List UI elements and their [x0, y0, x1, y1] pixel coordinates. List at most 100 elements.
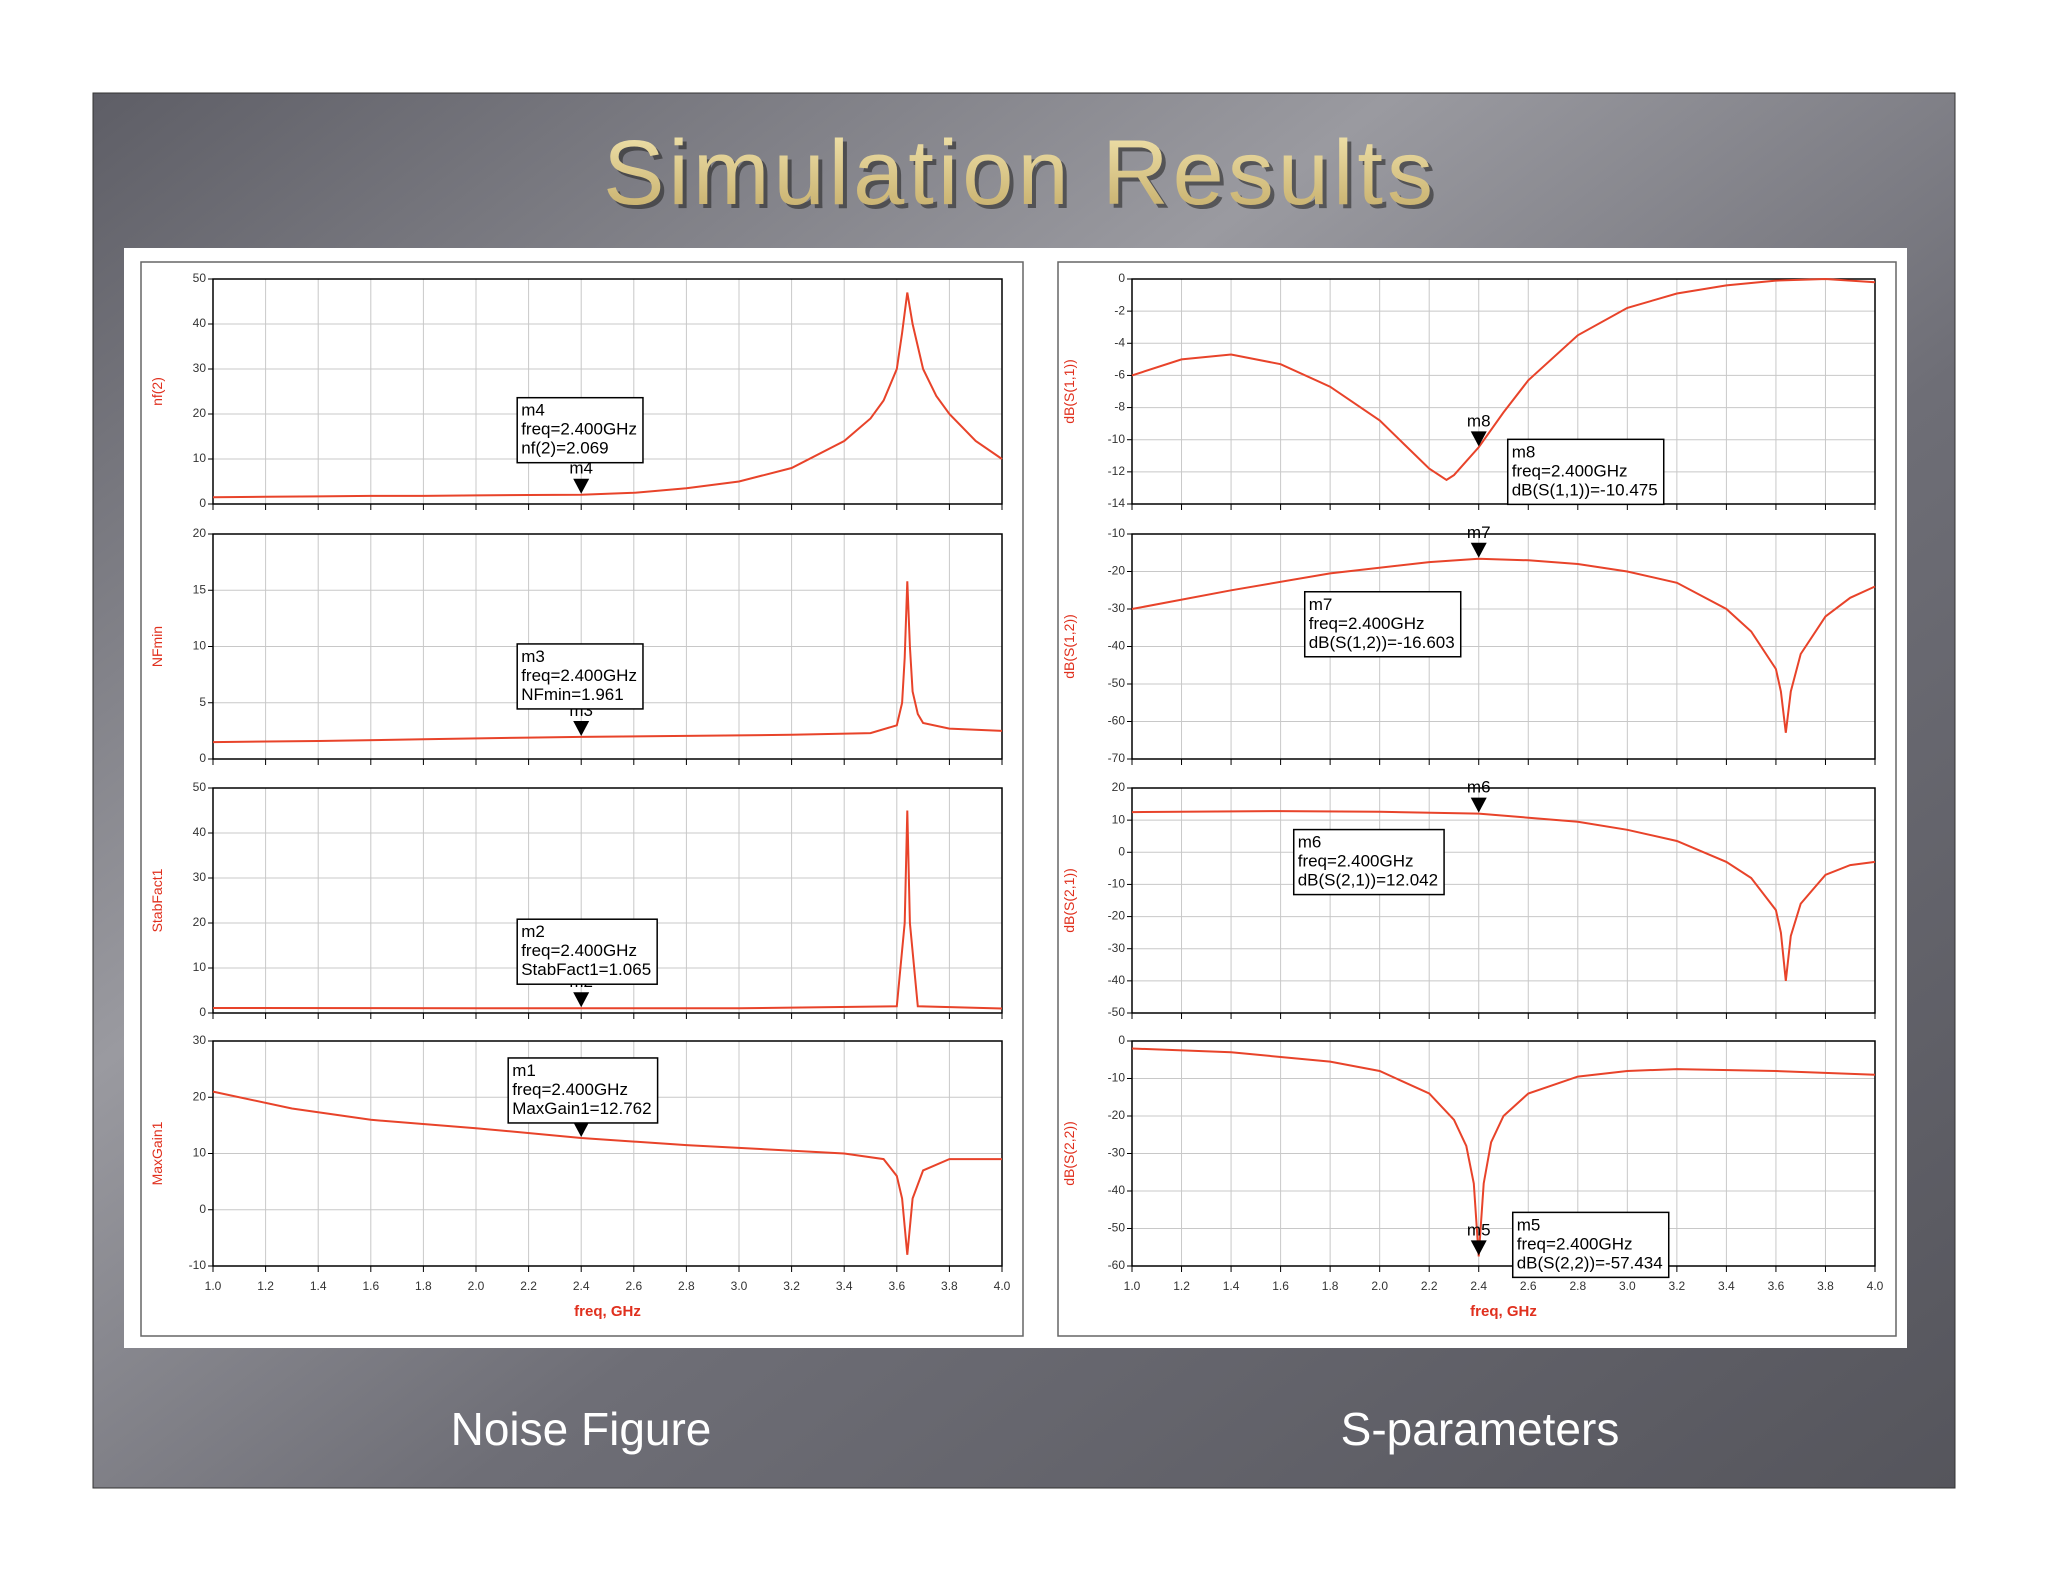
y-tick-label: 0: [199, 496, 206, 510]
x-tick-label: 2.8: [1569, 1279, 1586, 1293]
plot-area: [213, 279, 1002, 504]
y-tick-label: -70: [1108, 751, 1126, 765]
slide-title: Simulation Results: [603, 122, 1437, 224]
x-tick-label: 3.6: [1768, 1279, 1785, 1293]
plot-frame: [1131, 533, 1876, 760]
x-tick-label: 3.4: [1718, 1279, 1735, 1293]
x-tick-label: 1.4: [310, 1279, 327, 1293]
y-tick-label: -50: [1108, 1005, 1126, 1019]
marker-readout: StabFact1=1.065: [521, 960, 651, 979]
x-tick-label: 4.0: [1867, 1279, 1884, 1293]
y-tick-label: 10: [193, 1146, 207, 1160]
line: [1131, 277, 1876, 482]
y-tick-label: 0: [1118, 271, 1125, 285]
line: [212, 810, 1003, 1010]
plot-frame: [212, 533, 1003, 760]
y-tick-label: -20: [1108, 564, 1126, 578]
y-axis-label: dB(S(1,1)): [1061, 359, 1077, 424]
plot-area: [1132, 279, 1875, 504]
y-tick-label: -60: [1108, 1258, 1126, 1272]
x-tick-label: 2.0: [468, 1279, 485, 1293]
y-tick-label: 0: [199, 1202, 206, 1216]
y-tick-label: -40: [1108, 973, 1126, 987]
y-tick-label: -12: [1108, 464, 1126, 478]
x-tick-label: 2.8: [678, 1279, 695, 1293]
marker-readout: m7: [1309, 595, 1333, 614]
marker-readout: NFmin=1.961: [521, 685, 624, 704]
y-axis-label: dB(S(1,2)): [1061, 614, 1077, 679]
y-tick-label: -10: [1108, 432, 1126, 446]
marker: [1470, 797, 1487, 813]
y-tick-label: 40: [193, 825, 207, 839]
marker-box: [507, 1057, 659, 1124]
y-tick-label: 40: [193, 316, 207, 330]
y-tick-label: 10: [193, 451, 207, 465]
y-tick-label: -20: [1108, 1108, 1126, 1122]
x-tick-label: 4.0: [994, 1279, 1011, 1293]
x-tick-label: 2.0: [1371, 1279, 1388, 1293]
x-tick-label: 1.0: [205, 1279, 222, 1293]
marker-readout: m2: [521, 922, 545, 941]
marker-box: [1511, 1211, 1670, 1279]
x-tick-label: 1.8: [1322, 1279, 1339, 1293]
x-tick-label: 2.4: [1470, 1279, 1487, 1293]
y-tick-label: -60: [1108, 714, 1126, 728]
x-tick-label: 3.2: [1669, 1279, 1686, 1293]
marker-name: m6: [1467, 778, 1491, 797]
x-axis-label: freq, GHz: [1470, 1303, 1537, 1320]
marker-readout: m5: [1517, 1215, 1541, 1234]
marker-readout: m1: [512, 1061, 536, 1080]
y-tick-label: -10: [189, 1258, 207, 1272]
x-tick-label: 3.4: [836, 1279, 853, 1293]
marker-box: [516, 918, 658, 985]
y-tick-label: 20: [193, 915, 207, 929]
x-tick-label: 2.2: [520, 1279, 537, 1293]
marker-readout: freq=2.400GHz: [1512, 461, 1628, 480]
y-tick-label: -10: [1108, 526, 1126, 540]
marker-readout: freq=2.400GHz: [512, 1080, 628, 1099]
marker-box: [1292, 828, 1445, 896]
y-tick-label: 20: [193, 526, 207, 540]
plot-frame: [1131, 1040, 1876, 1267]
y-tick-label: -14: [1108, 496, 1126, 510]
x-tick-label: 1.0: [1124, 1279, 1141, 1293]
marker: [1470, 1240, 1487, 1256]
y-tick-label: -30: [1108, 1146, 1126, 1160]
x-tick-label: 3.0: [731, 1279, 748, 1293]
marker-box: [1303, 591, 1462, 658]
caption: S-parameters: [1341, 1403, 1620, 1455]
y-tick-label: -30: [1108, 941, 1126, 955]
y-tick-label: 20: [193, 406, 207, 420]
marker-readout: freq=2.400GHz: [521, 941, 637, 960]
y-axis-label: dB(S(2,1)): [1061, 868, 1077, 933]
y-tick-label: 50: [193, 780, 207, 794]
marker-readout: m4: [521, 401, 545, 420]
panel-frame: [1057, 261, 1897, 1337]
line: [212, 292, 1003, 499]
marker-box: [516, 643, 644, 710]
y-axis-label: MaxGain1: [149, 1121, 165, 1185]
plot-frame: [212, 787, 1003, 1014]
y-tick-label: -40: [1108, 1183, 1126, 1197]
line: [212, 1090, 1002, 1255]
y-tick-label: 20: [193, 1089, 207, 1103]
marker-readout: dB(S(1,1))=-10.475: [1512, 480, 1658, 499]
plot-frame: [1131, 787, 1876, 1014]
y-tick-label: -8: [1114, 400, 1125, 414]
x-tick-label: 3.6: [888, 1279, 905, 1293]
marker: [1470, 431, 1487, 447]
plot-frame: [1131, 278, 1876, 505]
x-tick-label: 3.8: [941, 1279, 958, 1293]
y-axis-label: nf(2): [149, 377, 165, 406]
y-tick-label: 10: [1112, 812, 1126, 826]
y-tick-label: -10: [1108, 1071, 1126, 1085]
y-tick-label: 10: [193, 960, 207, 974]
marker: [573, 992, 590, 1008]
x-tick-label: 1.2: [1173, 1279, 1190, 1293]
y-tick-label: 30: [193, 1033, 207, 1047]
y-tick-label: -20: [1108, 909, 1126, 923]
y-tick-label: 0: [1118, 1033, 1125, 1047]
caption: Noise Figure: [451, 1403, 712, 1455]
y-tick-label: -6: [1114, 368, 1125, 382]
